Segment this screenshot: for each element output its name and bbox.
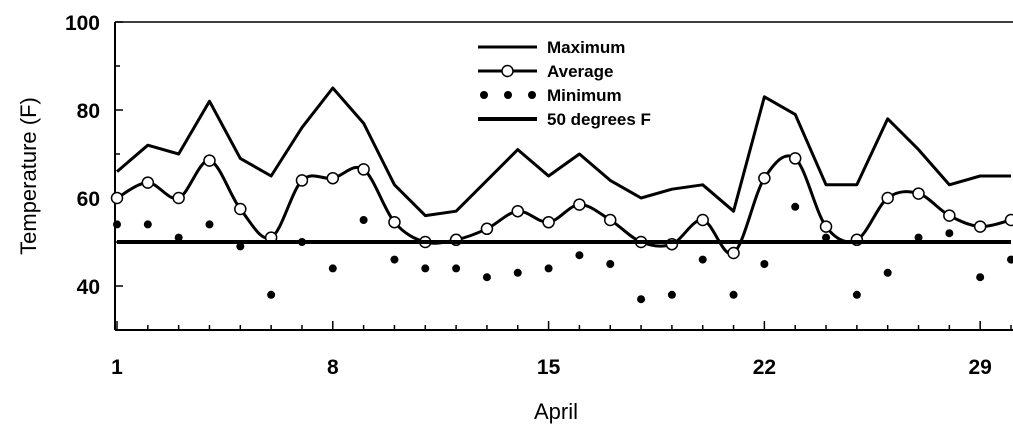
minimum-point xyxy=(760,260,769,268)
average-point xyxy=(234,202,247,216)
y-tick-label: 100 xyxy=(65,12,100,35)
average-point xyxy=(788,152,802,165)
x-tick-label: 22 xyxy=(753,356,776,379)
x-tick-label: 15 xyxy=(537,356,561,379)
legend-swatch-dot xyxy=(480,91,488,99)
minimum-point xyxy=(267,290,276,299)
series-minimum xyxy=(113,202,1013,304)
series-maximum xyxy=(116,86,1011,218)
x-axis-title: April xyxy=(534,399,578,424)
minimum-point xyxy=(606,260,615,268)
series-layer xyxy=(110,86,1013,304)
average-point xyxy=(881,191,894,205)
average-point xyxy=(696,213,709,227)
average-point xyxy=(203,154,216,167)
minimum-point xyxy=(236,242,245,251)
legend-swatch-dot xyxy=(504,91,512,99)
minimum-point xyxy=(513,268,522,277)
y-tick-label: 40 xyxy=(77,276,100,299)
y-tick-label: 80 xyxy=(77,100,100,123)
minimum-point xyxy=(1007,255,1013,264)
average-point xyxy=(511,204,525,218)
average-point xyxy=(1004,213,1013,227)
minimum-point xyxy=(482,273,491,282)
minimum-point xyxy=(390,255,399,264)
y-tick-label: 60 xyxy=(77,188,100,211)
average-point xyxy=(141,176,155,189)
minimum-point xyxy=(729,290,738,299)
legend-item: Average xyxy=(478,62,613,81)
minimum-point xyxy=(822,233,831,242)
minimum-point xyxy=(359,216,368,224)
average-point xyxy=(110,191,124,205)
average-point xyxy=(480,222,494,236)
minimum-point xyxy=(421,264,430,273)
legend-label: Maximum xyxy=(547,38,625,57)
x-tick-label: 29 xyxy=(968,356,991,379)
average-point xyxy=(603,213,617,227)
average-point xyxy=(727,246,740,260)
x-axis-ticks: 1 8 15 22 29 xyxy=(111,321,1012,379)
y-axis-title: Temperature (F) xyxy=(16,97,41,255)
legend-label: Average xyxy=(547,62,613,81)
average-point xyxy=(295,174,309,187)
minimum-point xyxy=(945,229,954,238)
minimum-point xyxy=(174,233,183,242)
minimum-point xyxy=(544,264,553,273)
average-point xyxy=(943,209,956,222)
minimum-point xyxy=(143,220,152,229)
average-point xyxy=(819,220,833,233)
minimum-point xyxy=(914,233,923,242)
minimum-point xyxy=(883,268,892,277)
average-point xyxy=(326,171,340,185)
legend-swatch-dot xyxy=(528,91,536,99)
average-point xyxy=(357,163,370,176)
minimum-point xyxy=(637,295,646,304)
average-point xyxy=(172,191,185,205)
minimum-point xyxy=(328,264,337,273)
average-point xyxy=(758,171,771,185)
plot-frame xyxy=(114,21,1013,331)
legend-label: Minimum xyxy=(547,86,622,105)
x-tick-label: 8 xyxy=(327,356,339,379)
average-point xyxy=(973,220,987,233)
y-axis-ticks: 40 60 80 100 xyxy=(65,12,123,331)
average-line xyxy=(116,154,1012,256)
average-point xyxy=(388,215,401,229)
minimum-point xyxy=(667,290,676,299)
minimum-point xyxy=(113,220,121,229)
minimum-point xyxy=(575,251,584,260)
minimum-point xyxy=(976,273,985,282)
average-point xyxy=(573,198,586,211)
minimum-point xyxy=(791,202,800,211)
x-tick-label: 1 xyxy=(111,356,123,379)
minimum-point xyxy=(452,264,461,273)
minimum-point xyxy=(698,255,707,264)
maximum-line xyxy=(116,86,1011,218)
minimum-point xyxy=(852,290,861,299)
average-point xyxy=(912,187,925,200)
legend-item: Maximum xyxy=(478,38,625,57)
legend: Maximum Average Minimum 50 degrees F xyxy=(478,38,651,129)
legend-label: 50 degrees F xyxy=(547,110,651,129)
average-point xyxy=(542,215,555,229)
legend-item: Minimum xyxy=(480,86,622,105)
legend-swatch-marker xyxy=(501,64,514,78)
minimum-point xyxy=(205,220,214,229)
legend-item: 50 degrees F xyxy=(478,110,651,129)
